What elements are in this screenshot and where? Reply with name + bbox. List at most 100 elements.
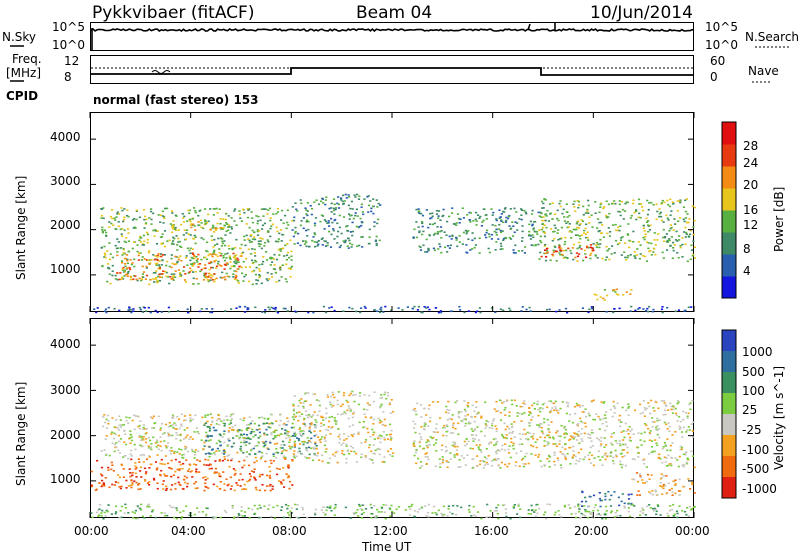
scatter-cell-velocity (349, 392, 352, 395)
scatter-cell-power (215, 265, 219, 268)
scatter-cell-velocity (563, 505, 566, 508)
scatter-cell-power (433, 232, 437, 235)
scatter-cell-velocity (314, 513, 317, 516)
scatter-cell-power (591, 247, 594, 249)
scatter-cell-velocity (333, 514, 336, 516)
scatter-cell-velocity (205, 439, 208, 442)
scatter-cell-power (180, 259, 183, 262)
scatter-cell-velocity (378, 453, 381, 456)
scatter-cell-velocity (204, 422, 208, 424)
scatter-cell-velocity (186, 485, 189, 488)
scatter-cell-power (138, 235, 141, 238)
scatter-cell-velocity (626, 451, 629, 454)
scatter-cell-velocity (386, 392, 389, 394)
scatter-cell-power (633, 255, 636, 257)
scatter-cell-velocity (259, 507, 262, 509)
scatter-cell-power (322, 305, 325, 308)
scatter-cell-power (531, 224, 534, 227)
scatter-cell-power (684, 217, 688, 219)
scatter-cell-velocity (674, 479, 677, 481)
scatter-cell-power (639, 244, 642, 246)
scatter-cell-velocity (208, 446, 211, 448)
scatter-cell-power (418, 210, 421, 212)
scatter-cell-velocity (560, 452, 564, 455)
scatter-cell-power (665, 214, 668, 217)
scatter-cell-power (215, 254, 218, 256)
scatter-cell-power (397, 307, 400, 309)
scatter-cell-velocity (305, 391, 308, 394)
scatter-cell-power (260, 208, 263, 210)
scatter-cell-power (317, 240, 320, 242)
scatter-cell-velocity (463, 408, 466, 411)
scatter-cell-power (278, 232, 281, 235)
scatter-cell-velocity (586, 516, 590, 519)
scatter-cell-velocity (431, 512, 434, 514)
scatter-cell-power (551, 253, 554, 256)
scatter-cell-velocity (206, 425, 209, 428)
scatter-cell-velocity (628, 426, 631, 428)
scatter-cell-velocity (206, 434, 209, 437)
scatter-cell-power (495, 234, 498, 236)
scatter-cell-power (637, 241, 640, 243)
scatter-cell-velocity (505, 437, 508, 440)
scatter-cell-power (641, 255, 644, 257)
scatter-cell-velocity (228, 427, 231, 429)
scatter-cell-velocity (389, 508, 392, 511)
scatter-cell-velocity (270, 515, 273, 518)
scatter-cell-velocity (311, 459, 315, 462)
scatter-cell-velocity (619, 421, 622, 423)
scatter-cell-power (588, 216, 591, 219)
scatter-cell-velocity (148, 456, 151, 458)
scatter-cell-velocity (691, 481, 694, 484)
scatter-cell-power (553, 224, 556, 227)
scatter-cell-velocity (488, 441, 492, 444)
scatter-cell-velocity (551, 407, 554, 409)
scatter-cell-power (544, 219, 547, 222)
scatter-cell-power (340, 199, 343, 201)
scatter-cell-velocity (469, 447, 472, 450)
scatter-cell-power (468, 219, 472, 221)
scatter-cell-velocity (575, 516, 578, 519)
scatter-cell-power (270, 306, 273, 309)
scatter-cell-velocity (604, 492, 607, 495)
scatter-cell-power (246, 308, 249, 311)
scatter-cell-velocity (329, 433, 332, 435)
scatter-cell-power (204, 223, 207, 225)
scatter-cell-power (438, 243, 441, 245)
scatter-cell-power (242, 280, 245, 282)
scatter-cell-power (233, 210, 236, 212)
scatter-cell-power (679, 201, 682, 204)
scatter-cell-power (437, 311, 440, 314)
scatter-cell-power (472, 220, 475, 222)
scatter-cell-velocity (625, 430, 628, 433)
scatter-cell-power (323, 228, 326, 230)
scatter-cell-power (102, 217, 105, 220)
scatter-cell-power (358, 195, 361, 198)
scatter-cell-velocity (313, 393, 316, 395)
scatter-cell-velocity (254, 453, 257, 455)
scatter-cell-power (606, 294, 609, 297)
scatter-cell-velocity (308, 427, 311, 429)
scatter-cell-power (161, 259, 164, 261)
scatter-cell-velocity (475, 406, 478, 408)
scatter-cell-power (647, 230, 650, 233)
scatter-cell-power (628, 246, 631, 249)
scatter-cell-velocity (691, 483, 694, 486)
scatter-cell-power (179, 273, 182, 275)
scatter-cell-velocity (418, 508, 421, 510)
scatter-cell-velocity (303, 400, 306, 402)
scatter-cell-power (279, 229, 282, 231)
scatter-cell-velocity (439, 463, 442, 465)
scatter-cell-power (133, 218, 136, 220)
scatter-cell-velocity (389, 448, 392, 450)
scatter-cell-power (577, 220, 580, 222)
scatter-cell-velocity (682, 410, 685, 413)
scatter-cell-power (195, 259, 198, 262)
scatter-cell-velocity (216, 447, 219, 450)
scatter-cell-power (681, 237, 684, 239)
scatter-cell-power (212, 214, 215, 216)
scatter-cell-velocity (125, 416, 128, 419)
scatter-cell-power (433, 249, 437, 252)
scatter-cell-velocity (219, 481, 222, 483)
scatter-cell-velocity (341, 413, 344, 415)
